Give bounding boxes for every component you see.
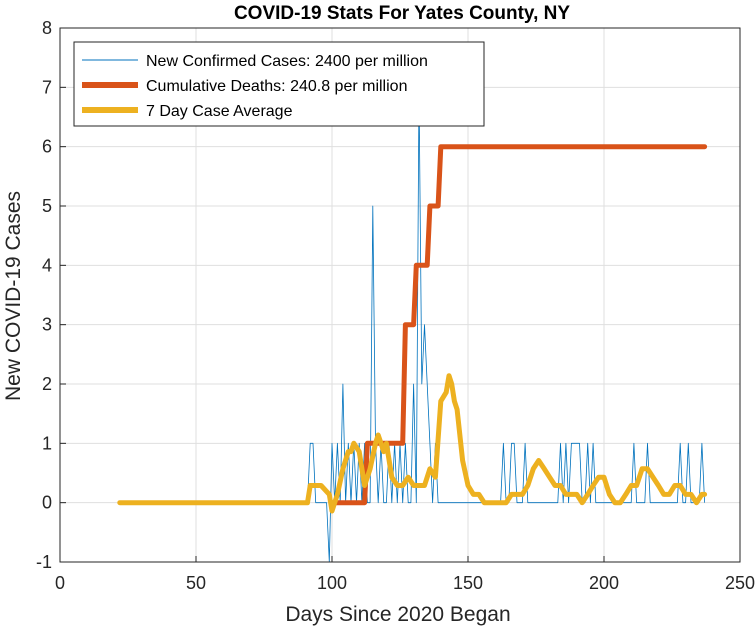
legend-label-0: New Confirmed Cases: 2400 per million [146,53,428,70]
x-tick-label: 50 [186,573,206,593]
x-tick-label: 150 [453,573,483,593]
y-tick-label: 4 [42,255,52,275]
y-tick-label: 2 [42,374,52,394]
y-tick-label: 7 [42,77,52,97]
x-tick-label: 200 [589,573,619,593]
x-tick-label: 0 [55,573,65,593]
series-line-0 [119,86,705,562]
chart-title: COVID-19 Stats For Yates County, NY [234,3,570,24]
y-tick-label: 1 [42,433,52,453]
y-axis-ticks: -1 0 1 2 3 4 5 6 7 8 [36,18,66,572]
legend-box [73,41,485,127]
x-tick-label: 100 [317,573,347,593]
x-tick-label: 250 [725,573,755,593]
legend: New Confirmed Cases: 2400 per million Cum… [73,41,485,127]
y-tick-label: -1 [36,552,52,572]
y-axis-label: New COVID-19 Cases [2,191,25,401]
x-axis-ticks: 0 50 100 150 200 250 [55,556,755,593]
legend-label-2: 7 Day Case Average [146,103,293,120]
plot-frame [59,27,741,563]
legend-label-1: Cumulative Deaths: 240.8 per million [146,78,407,95]
y-tick-label: 3 [42,315,52,335]
series-line-1 [329,144,708,506]
x-axis-label: Days Since 2020 Began [285,603,510,626]
y-tick-label: 5 [42,196,52,216]
y-tick-label: 0 [42,493,52,513]
y-tick-label: 8 [42,18,52,38]
series-layer [117,86,708,562]
series-line-2 [117,373,708,514]
y-tick-label: 6 [42,137,52,157]
